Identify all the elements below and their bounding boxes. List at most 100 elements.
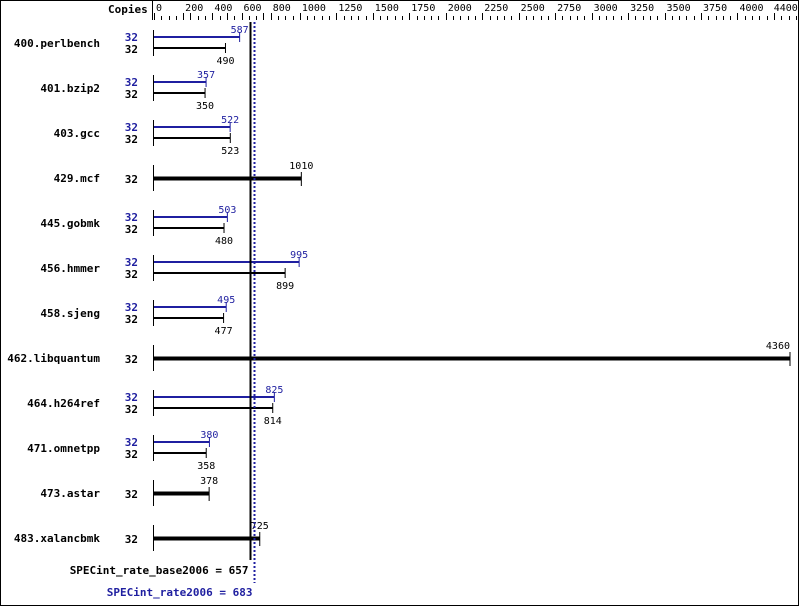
copies-label: 32 bbox=[125, 173, 138, 186]
tick-label: 3500 bbox=[667, 3, 691, 14]
peak-copies-label: 32 bbox=[125, 436, 138, 449]
benchmark-row: 429.mcf 32 1010 bbox=[54, 161, 313, 191]
copies-label: 32 bbox=[125, 488, 138, 501]
base-value-label: 480 bbox=[215, 236, 233, 247]
tick-label: 3750 bbox=[703, 3, 727, 14]
benchmark-name: 473.astar bbox=[40, 487, 100, 500]
tick-label: 200 bbox=[185, 3, 203, 14]
tick-label: 4400 bbox=[774, 3, 798, 14]
base-value-label: 899 bbox=[276, 281, 294, 292]
peak-value-label: 587 bbox=[231, 25, 249, 36]
benchmark-name: 403.gcc bbox=[54, 127, 100, 140]
peak-value-label: 995 bbox=[290, 250, 308, 261]
tick-label: 600 bbox=[244, 3, 262, 14]
peak-copies-label: 32 bbox=[125, 301, 138, 314]
peak-value-label: 380 bbox=[200, 430, 218, 441]
peak-bar bbox=[154, 306, 227, 308]
base-copies-label: 32 bbox=[125, 403, 138, 416]
base-bar bbox=[154, 92, 206, 94]
tick-label: 2500 bbox=[521, 3, 545, 14]
peak-copies-label: 32 bbox=[125, 31, 138, 44]
peak-bar bbox=[154, 81, 207, 83]
peak-copies-label: 32 bbox=[125, 76, 138, 89]
value-label: 725 bbox=[251, 521, 269, 532]
base-copies-label: 32 bbox=[125, 223, 138, 236]
base-bar bbox=[154, 452, 207, 454]
base-bar bbox=[154, 176, 302, 181]
base-copies-label: 32 bbox=[125, 448, 138, 461]
peak-copies-label: 32 bbox=[125, 391, 138, 404]
base-summary-label: SPECint_rate_base2006 = 657 bbox=[70, 564, 249, 577]
peak-bar bbox=[154, 216, 228, 218]
base-value-label: 477 bbox=[215, 326, 233, 337]
tick-label: 800 bbox=[273, 3, 291, 14]
base-bar bbox=[154, 227, 225, 229]
peak-value-label: 357 bbox=[197, 70, 215, 81]
benchmark-name: 462.libquantum bbox=[7, 352, 100, 365]
base-value-label: 814 bbox=[264, 416, 282, 427]
base-value-label: 523 bbox=[221, 146, 239, 157]
peak-copies-label: 32 bbox=[125, 121, 138, 134]
base-copies-label: 32 bbox=[125, 313, 138, 326]
base-copies-label: 32 bbox=[125, 43, 138, 56]
peak-bar bbox=[154, 261, 300, 263]
peak-bar bbox=[154, 126, 231, 128]
base-bar bbox=[154, 407, 273, 409]
base-bar bbox=[154, 317, 224, 319]
tick-label: 3000 bbox=[594, 3, 618, 14]
benchmark-name: 401.bzip2 bbox=[40, 82, 100, 95]
base-bar bbox=[154, 491, 210, 496]
peak-bar bbox=[154, 36, 240, 38]
peak-bar bbox=[154, 441, 210, 443]
benchmark-row: 462.libquantum 32 4360 bbox=[7, 341, 791, 371]
base-bar bbox=[154, 47, 226, 49]
base-bar bbox=[154, 137, 231, 139]
value-label: 4360 bbox=[766, 341, 790, 352]
benchmark-name: 464.h264ref bbox=[27, 397, 100, 410]
tick-label: 2000 bbox=[448, 3, 472, 14]
tick-label: 2250 bbox=[484, 3, 508, 14]
peak-value-label: 522 bbox=[221, 115, 239, 126]
benchmark-name: 429.mcf bbox=[54, 172, 100, 185]
copies-label: 32 bbox=[125, 353, 138, 366]
base-value-label: 350 bbox=[196, 101, 214, 112]
peak-summary-label: SPECint_rate2006 = 683 bbox=[107, 586, 253, 599]
base-value-label: 490 bbox=[216, 56, 234, 67]
tick-label: 4000 bbox=[739, 3, 763, 14]
tick-label: 0 bbox=[156, 3, 162, 14]
tick-label: 2750 bbox=[557, 3, 581, 14]
base-bar bbox=[154, 272, 286, 274]
tick-label: 3250 bbox=[630, 3, 654, 14]
base-bar bbox=[154, 536, 260, 541]
peak-value-label: 503 bbox=[218, 205, 236, 216]
base-bar bbox=[154, 356, 790, 361]
peak-copies-label: 32 bbox=[125, 211, 138, 224]
benchmark-name: 400.perlbench bbox=[14, 37, 100, 50]
base-copies-label: 32 bbox=[125, 88, 138, 101]
value-label: 1010 bbox=[289, 161, 313, 172]
tick-label: 400 bbox=[214, 3, 232, 14]
copies-label: 32 bbox=[125, 533, 138, 546]
copies-header: Copies bbox=[108, 3, 148, 16]
benchmark-name: 458.sjeng bbox=[40, 307, 100, 320]
benchmark-row: 473.astar 32 378 bbox=[40, 476, 218, 506]
tick-label: 1000 bbox=[302, 3, 326, 14]
peak-bar bbox=[154, 396, 275, 398]
benchmark-row: 483.xalancbmk 32 725 bbox=[14, 521, 269, 551]
benchmark-name: 456.hmmer bbox=[40, 262, 100, 275]
value-label: 378 bbox=[200, 476, 218, 487]
base-copies-label: 32 bbox=[125, 268, 138, 281]
peak-copies-label: 32 bbox=[125, 256, 138, 269]
benchmark-name: 471.omnetpp bbox=[27, 442, 100, 455]
benchmark-name: 445.gobmk bbox=[40, 217, 100, 230]
base-copies-label: 32 bbox=[125, 133, 138, 146]
tick-label: 1500 bbox=[375, 3, 399, 14]
